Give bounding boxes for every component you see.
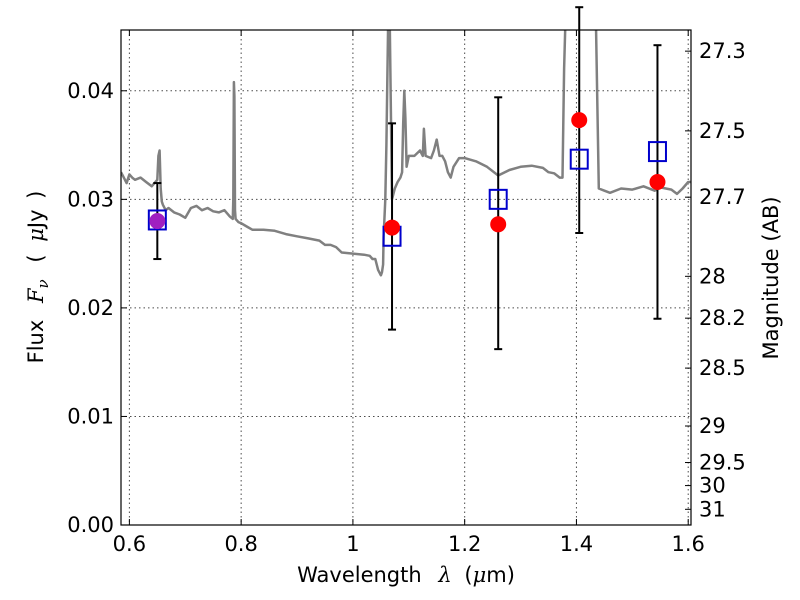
spectrum-layer: [121, 30, 691, 277]
x-tick-label: 0.8: [224, 532, 257, 556]
y2-axis-title: Magnitude (AB): [759, 196, 783, 359]
x-tick-label: 1.6: [672, 532, 705, 556]
magnitude-tick-label: 27.7: [699, 185, 746, 209]
magnitude-tick-label: 29: [699, 414, 726, 438]
x-tick-label: 1.2: [448, 532, 481, 556]
magnitude-tick-label: 28: [699, 264, 726, 288]
magnitude-tick-label: 29.5: [699, 451, 746, 475]
observed-point: [384, 219, 401, 236]
observed-point: [149, 213, 166, 230]
model-square-marker: [488, 188, 508, 210]
y-tick-label: 0.01: [67, 404, 114, 428]
magnitude-tick-label: 27.3: [699, 39, 746, 63]
model-square-marker: [647, 141, 667, 163]
y-tick-label: 0.00: [67, 513, 114, 537]
model-square-marker: [569, 148, 589, 170]
axis-ticks: 0.6 0.8 1 1.2 1.4 1.6 0.00 0.01 0.02 0.03 0.04 27.3…: [67, 30, 746, 556]
magnitude-tick-label: 28.5: [699, 356, 746, 380]
spectrum-line: [121, 30, 691, 277]
marker-layer: [147, 112, 667, 247]
magnitude-tick-label: 31: [699, 497, 726, 521]
x-tick-label: 1: [346, 532, 359, 556]
y-tick-label: 0.04: [67, 79, 114, 103]
magnitude-tick-label: 30: [699, 474, 726, 498]
model-square-marker: [147, 209, 167, 231]
x-tick-label: 0.6: [113, 532, 146, 556]
observed-point: [571, 112, 588, 129]
y-tick-label: 0.03: [67, 187, 114, 211]
errorbar-layer: [153, 6, 662, 351]
y-tick-label: 0.02: [67, 296, 114, 320]
observed-point: [490, 216, 507, 233]
grid-lines: [121, 30, 691, 525]
magnitude-tick-label: 27.5: [699, 119, 746, 143]
x-tick-label: 1.4: [560, 532, 593, 556]
x-axis-title: Wavelength λ (μm): [297, 563, 515, 587]
observed-point: [649, 173, 666, 190]
plot-frame: [120, 29, 692, 526]
y-axis-title: Flux Fν ( μJy ): [24, 191, 53, 364]
magnitude-tick-label: 28.2: [699, 306, 746, 330]
